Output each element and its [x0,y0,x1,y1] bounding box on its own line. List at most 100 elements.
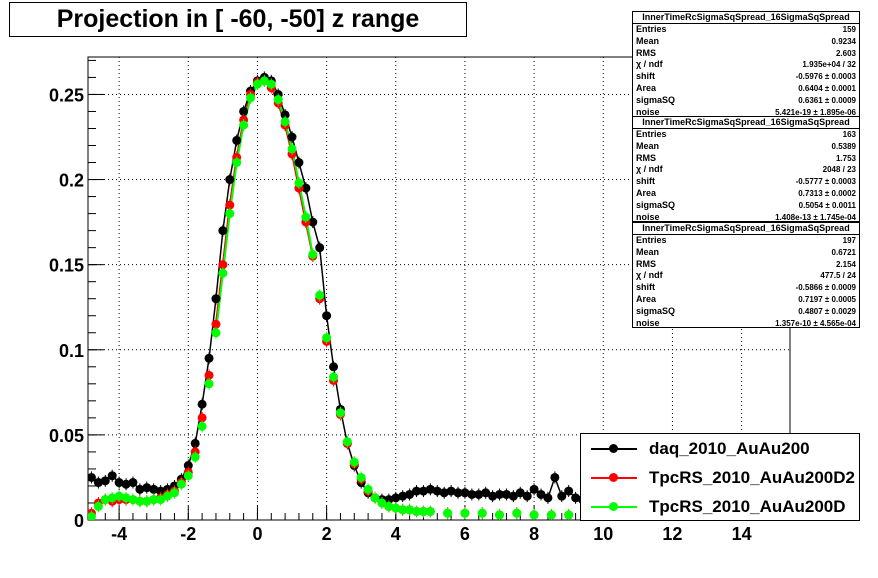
data-point [142,496,152,506]
data-point [405,505,415,515]
stats-value: 1.935e+04 / 32 [802,60,856,70]
stats-row: noise 5.421e-19 ± 1.895e-06 [633,107,859,119]
data-point [135,496,145,506]
stats-row: Entries 163 [633,129,859,141]
x-tick-label: 14 [732,524,752,544]
data-point [477,508,487,518]
stats-label: sigmaSQ [636,305,676,316]
data-point [107,493,117,503]
stats-value: 0.6404 ± 0.0001 [798,83,856,93]
data-point [301,183,311,193]
x-tick-label: 0 [252,524,262,544]
data-point [405,489,415,499]
data-point [349,457,359,467]
data-point [273,95,283,105]
stats-label: Area [636,293,657,304]
stats-label: RMS [636,47,656,58]
stats-label: noise [636,106,660,117]
data-point [515,488,525,498]
stats-label: sigmaSQ [636,199,676,210]
data-point [225,175,235,185]
stats-value: 2048 / 23 [822,165,856,175]
stats-row: RMS 2.154 [633,259,859,271]
data-point [107,471,117,481]
data-point [176,479,186,489]
data-point [114,478,124,488]
y-tick-label: 0 [74,511,84,531]
data-point [432,486,442,496]
stats-label: shift [636,71,655,82]
data-point [467,489,477,499]
data-point [391,503,401,513]
data-point [315,290,325,300]
data-point [439,488,449,498]
data-point [121,493,131,503]
data-point [315,243,325,253]
x-tick-label: 12 [662,524,682,544]
stats-value: -0.5866 ± 0.0009 [795,283,856,293]
data-point [377,498,387,508]
data-point [169,488,179,498]
data-point [356,472,366,482]
data-point [163,491,173,501]
data-point [100,476,110,486]
data-point [370,493,380,503]
data-point [412,506,422,516]
stats-label: shift [636,176,655,187]
data-point [329,372,339,382]
data-point [474,489,484,499]
data-point [522,491,532,501]
data-point [512,508,522,518]
x-tick-label: 4 [391,524,401,544]
stats-label: Area [636,82,657,93]
stats-value: 2.154 [835,259,856,269]
stats-row: sigmaSQ 0.5054 ± 0.0011 [633,200,859,212]
data-point [398,491,408,501]
data-point [453,488,463,498]
data-point [211,328,221,338]
data-point [308,217,318,227]
stats-row: sigmaSQ 0.4807 ± 0.0029 [633,306,859,318]
legend-marker [609,502,618,511]
stats-header: InnerTimeRcSigmaSqSpread_16SigmaSqSpread [633,223,859,235]
data-point [571,493,581,503]
data-point [142,483,152,493]
data-point [225,209,235,219]
data-point [190,438,200,448]
legend-entry: TpcRS_2010_AuAu200D [581,492,859,521]
data-point [495,510,505,520]
stats-row: RMS 2.603 [633,48,859,60]
data-point [294,178,304,188]
stats-row: χ / ndf 1.935e+04 / 32 [633,59,859,71]
legend-symbol [581,463,643,492]
data-point [149,495,159,505]
legend-marker [609,444,618,453]
stats-box-3: InnerTimeRcSigmaSqSpread_16SigmaSqSpread… [632,222,860,328]
stats-row: shift -0.5976 ± 0.0003 [633,71,859,83]
data-point [280,117,290,127]
data-point [501,489,511,499]
y-tick-label: 0.2 [59,171,84,191]
stats-value: 0.6361 ± 0.0009 [798,95,856,105]
stats-value: 1.408e-13 ± 1.745e-04 [775,212,856,222]
stats-label: Mean [636,140,660,151]
stats-row: Entries 197 [633,235,859,247]
data-point [280,110,290,120]
data-point [443,508,453,518]
stats-label: Area [636,187,657,198]
data-point [460,488,470,498]
x-tick-label: 6 [460,524,470,544]
data-point [149,484,159,494]
y-tick-label: 0.05 [49,426,84,446]
legend-entry: daq_2010_AuAu200 [581,434,859,463]
data-point [232,135,242,145]
x-tick-label: -4 [111,524,127,544]
stats-label: Entries [636,129,667,139]
data-point [550,472,560,482]
data-point [197,421,207,431]
stats-box-2: InnerTimeRcSigmaSqSpread_16SigmaSqSpread… [632,116,860,222]
stats-value: -0.5777 ± 0.0003 [795,177,856,187]
data-point [384,501,394,511]
stats-value: 0.7313 ± 0.0002 [798,188,856,198]
